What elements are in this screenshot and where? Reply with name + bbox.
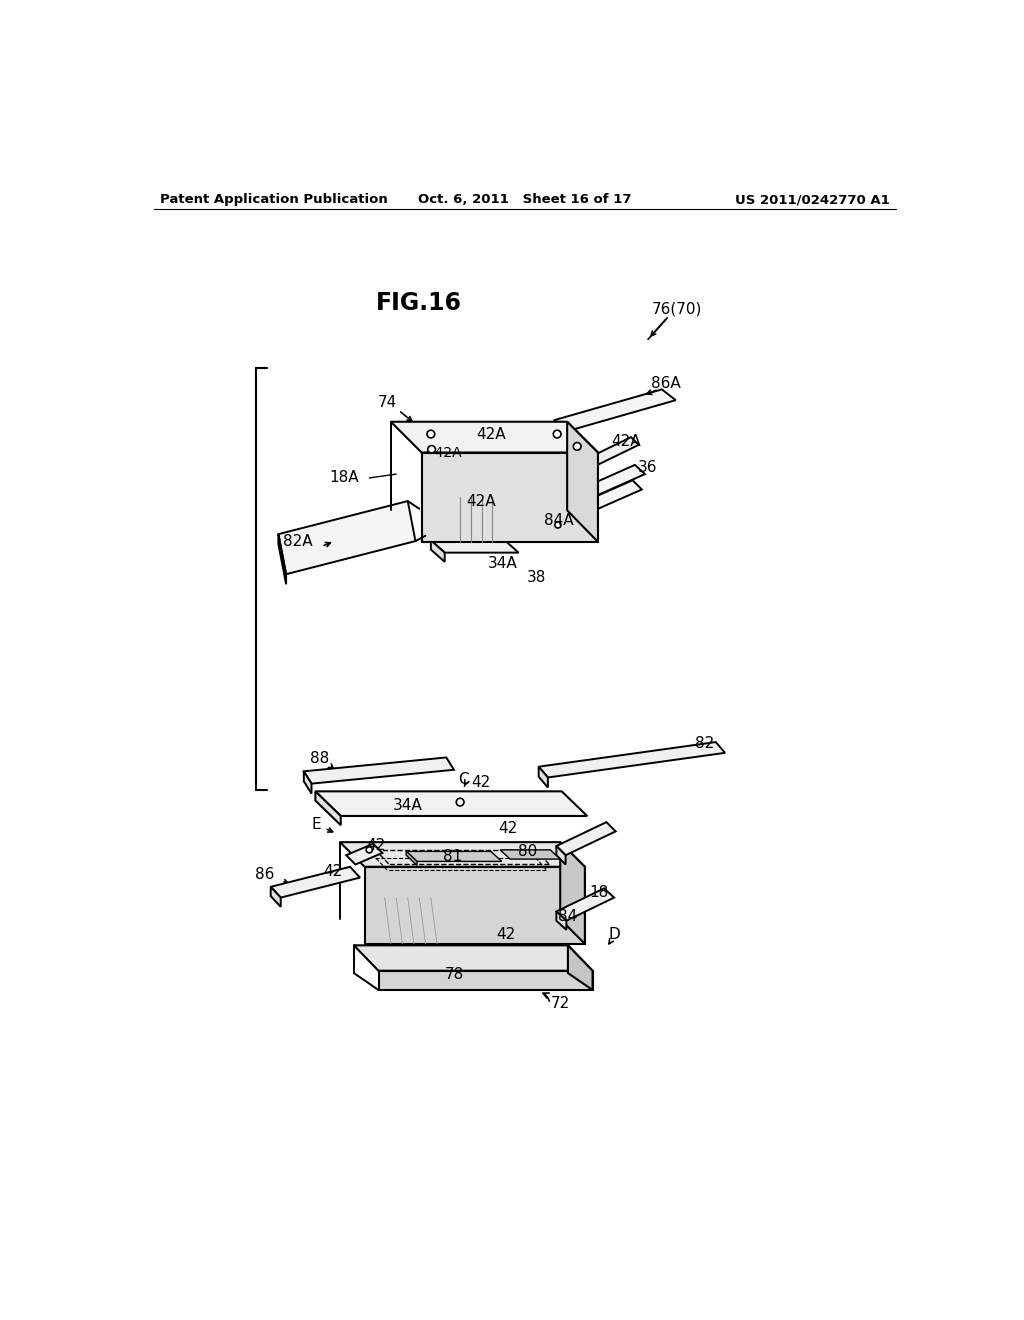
Polygon shape <box>556 846 565 865</box>
Polygon shape <box>270 867 360 898</box>
Text: Oct. 6, 2011   Sheet 16 of 17: Oct. 6, 2011 Sheet 16 of 17 <box>418 194 632 206</box>
Text: 72: 72 <box>551 997 569 1011</box>
Polygon shape <box>567 422 598 543</box>
Text: 84A: 84A <box>544 512 573 528</box>
Text: 42: 42 <box>497 927 516 942</box>
Text: 34A: 34A <box>393 797 423 813</box>
Polygon shape <box>279 535 286 585</box>
Polygon shape <box>340 842 585 867</box>
Text: 76(70): 76(70) <box>652 302 702 317</box>
Text: 82A: 82A <box>284 533 313 549</box>
Text: 42A: 42A <box>476 426 506 442</box>
Polygon shape <box>539 742 725 777</box>
Text: 42: 42 <box>366 838 385 853</box>
Polygon shape <box>304 771 311 793</box>
Polygon shape <box>568 508 578 527</box>
Text: 38: 38 <box>526 570 546 585</box>
Polygon shape <box>556 888 614 921</box>
Polygon shape <box>365 867 585 944</box>
Text: 81: 81 <box>442 849 462 863</box>
Text: 74: 74 <box>378 395 397 411</box>
Polygon shape <box>575 437 639 471</box>
Polygon shape <box>391 422 598 453</box>
Polygon shape <box>568 480 642 517</box>
Polygon shape <box>431 540 444 562</box>
Text: Patent Application Publication: Patent Application Publication <box>160 194 387 206</box>
Polygon shape <box>539 767 548 788</box>
Polygon shape <box>422 453 598 543</box>
Polygon shape <box>554 420 568 441</box>
Text: 36: 36 <box>638 461 657 475</box>
Text: FIG.16: FIG.16 <box>376 292 462 315</box>
Polygon shape <box>270 887 281 907</box>
Polygon shape <box>571 494 581 511</box>
Polygon shape <box>304 758 454 784</box>
Text: US 2011/0242770 A1: US 2011/0242770 A1 <box>735 194 890 206</box>
Polygon shape <box>354 945 593 970</box>
Circle shape <box>457 799 464 807</box>
Text: 42A: 42A <box>611 434 640 449</box>
Polygon shape <box>571 465 645 503</box>
Circle shape <box>573 442 581 450</box>
Text: D: D <box>608 927 620 942</box>
Polygon shape <box>279 502 416 574</box>
Text: ~42A: ~42A <box>423 446 462 459</box>
Text: 80: 80 <box>518 843 538 859</box>
Text: 82: 82 <box>694 737 714 751</box>
Text: 42A: 42A <box>466 494 496 508</box>
Polygon shape <box>407 851 417 866</box>
Text: 86: 86 <box>255 867 274 882</box>
Text: 86A: 86A <box>651 376 681 391</box>
Polygon shape <box>575 465 584 480</box>
Text: 18A: 18A <box>330 470 359 486</box>
Polygon shape <box>346 843 382 865</box>
Polygon shape <box>554 389 676 430</box>
Polygon shape <box>407 851 502 862</box>
Polygon shape <box>315 792 341 825</box>
Text: 42: 42 <box>499 821 517 836</box>
Text: 84: 84 <box>558 908 578 924</box>
Polygon shape <box>500 850 560 859</box>
Text: 42: 42 <box>324 863 343 879</box>
Text: 78: 78 <box>444 968 464 982</box>
Polygon shape <box>315 792 587 816</box>
Circle shape <box>553 430 561 438</box>
Text: 88: 88 <box>310 751 330 766</box>
Text: 42: 42 <box>471 775 490 789</box>
Circle shape <box>427 430 435 438</box>
Polygon shape <box>431 540 518 553</box>
Polygon shape <box>556 822 615 855</box>
Text: 34A: 34A <box>487 556 517 572</box>
Text: C: C <box>458 771 469 787</box>
Circle shape <box>428 446 435 453</box>
Circle shape <box>555 521 561 528</box>
Text: E: E <box>311 817 321 832</box>
Polygon shape <box>379 970 593 990</box>
Polygon shape <box>560 842 585 944</box>
Text: 18: 18 <box>589 886 608 900</box>
Circle shape <box>367 847 373 853</box>
Polygon shape <box>556 911 566 929</box>
Polygon shape <box>568 945 593 990</box>
